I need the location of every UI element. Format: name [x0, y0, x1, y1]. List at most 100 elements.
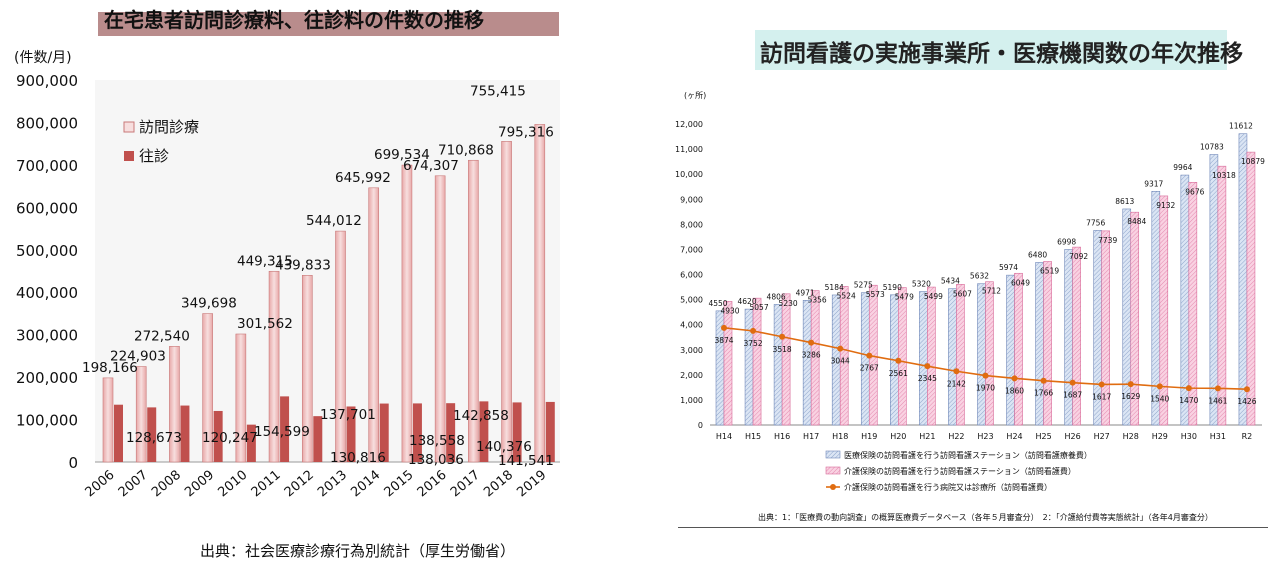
right-care-data-label: 9676: [1185, 187, 1204, 196]
right-medical-bar: [1035, 262, 1044, 426]
right-care-bar: [839, 286, 849, 426]
right-x-tick-label: H21: [919, 432, 935, 441]
right-hospital-point: [779, 333, 786, 340]
right-care-data-label: 6049: [1011, 278, 1030, 287]
right-care-data-label: 5712: [982, 287, 1001, 296]
left-house-bar: [114, 404, 123, 462]
right-medical-data-label: 5275: [854, 281, 873, 290]
left-chart-panel: 在宅患者訪問診療料、往診料の件数の推移 (件数/月) 0 100,000 200,00…: [0, 0, 640, 566]
right-care-data-label: 7092: [1069, 252, 1088, 261]
right-hospital-data-label: 3874: [714, 336, 733, 345]
left-x-tick-label: 2017: [448, 468, 483, 501]
right-medical-bar: [1151, 190, 1161, 426]
right-care-bar: [1188, 181, 1198, 426]
right-hospital-point: [1214, 385, 1221, 392]
right-x-tick-label: H18: [832, 432, 848, 441]
right-hospital-point: [721, 324, 727, 331]
left-chart-svg: (件数/月) 0 100,000 200,000 300,000 400,000 500,0…: [14, 50, 560, 501]
right-hospital-data-label: 1617: [1092, 392, 1111, 401]
left-x-tick-label: 2018: [481, 468, 516, 501]
right-hospital-data-label: 1687: [1063, 391, 1082, 400]
right-medical-bar: [744, 308, 754, 426]
left-house-bar: [446, 403, 456, 462]
left-visit-data-label: 301,562: [237, 316, 293, 332]
right-hospital-point: [953, 368, 960, 375]
right-care-data-label: 8484: [1127, 217, 1146, 226]
left-house-data-label: 138,558: [409, 433, 465, 449]
right-y-tick-label: 11,000: [675, 145, 703, 154]
right-hospital-data-label: 3518: [773, 345, 792, 354]
right-y-tick-label: 12,000: [675, 120, 703, 129]
right-hospital-point: [1127, 381, 1134, 388]
right-x-tick-label: H20: [890, 432, 906, 441]
right-care-data-label: 6519: [1040, 266, 1059, 275]
right-x-tick-label: H29: [1152, 432, 1168, 441]
right-care-bar: [985, 281, 994, 426]
right-y-tick-label: 2,000: [680, 371, 703, 380]
left-visit-data-label: 795,316: [498, 124, 554, 140]
left-legend-visit-label: 訪問診療: [139, 118, 199, 136]
left-x-tick-label: 2012: [282, 468, 317, 501]
right-hospital-data-label: 1629: [1121, 392, 1140, 401]
right-chart-panel: 訪問看護の実施事業所・医療機関数の年次推移 (ヶ所) 0 1,000 2,000 3,0…: [648, 0, 1288, 566]
right-medical-bar: [1238, 133, 1248, 426]
right-care-bar: [752, 297, 762, 426]
left-visit-bar: [335, 230, 346, 463]
left-x-tick-label: 2016: [415, 468, 450, 501]
right-care-bar: [898, 287, 907, 426]
right-y-tick-label: 10,000: [675, 170, 703, 179]
right-care-data-label: 10879: [1241, 157, 1265, 166]
right-chart-source: 出典：1：「医療費の動向調査」の概算医療費データベース（各年５月審査分） 2：「…: [758, 513, 1213, 522]
left-legend-visit-swatch: [123, 121, 135, 133]
right-legend-medical-swatch: [825, 450, 841, 459]
right-x-tick-label: H30: [1181, 432, 1197, 441]
right-hospital-point: [924, 363, 931, 370]
right-hospital-data-label: 1860: [1005, 386, 1024, 395]
right-legend-hospital-marker: [830, 484, 836, 490]
right-medical-data-label: 8613: [1115, 197, 1134, 206]
right-y-tick-label: 8,000: [680, 220, 703, 229]
right-care-data-label: 5499: [924, 292, 943, 301]
right-legend-medical-label: 医療保険の訪問看護を行う訪問看護ステーション（訪問看護療養費）: [844, 450, 1092, 460]
right-x-tick-label: H17: [803, 432, 819, 441]
right-hospital-data-label: 1766: [1034, 389, 1053, 398]
right-medical-data-label: 10783: [1200, 143, 1224, 152]
right-care-bar: [1159, 195, 1169, 426]
left-visit-bar: [102, 377, 114, 463]
left-y-tick-label: 300,000: [16, 327, 78, 345]
left-visit-bar: [468, 159, 479, 463]
left-y-tick-label: 400,000: [16, 284, 78, 302]
right-y-tick-label: 9,000: [680, 195, 703, 204]
left-visit-bar: [301, 275, 313, 463]
left-house-bar: [412, 403, 422, 462]
right-care-data-label: 5057: [750, 303, 769, 312]
left-visit-data-label: 645,992: [335, 170, 391, 186]
right-hospital-point: [866, 352, 873, 359]
left-y-tick-label: 900,000: [16, 72, 78, 90]
right-hospital-point: [837, 345, 844, 352]
right-medical-bar: [919, 291, 928, 426]
left-x-tick-label: 2010: [215, 468, 250, 501]
left-chart-source: 出典：社会医療診療行為別統計（厚生労働省）: [200, 542, 516, 560]
right-x-tick-label: H23: [977, 432, 993, 441]
right-hospital-data-label: 1426: [1237, 397, 1256, 406]
left-y-unit-label: (件数/月): [14, 50, 72, 66]
right-legend-care-label: 介護保険の訪問看護を行う訪問看護ステーション（訪問看護費）: [844, 466, 1076, 476]
right-care-data-label: 5573: [866, 290, 885, 299]
right-care-data-label: 10318: [1212, 171, 1236, 180]
right-x-tick-label: H16: [774, 432, 790, 441]
left-x-tick-label: 2019: [514, 468, 549, 501]
right-x-tick-label: H24: [1006, 432, 1022, 441]
right-y-tick-label: 4,000: [680, 321, 703, 330]
left-x-tick-label: 2011: [249, 468, 284, 501]
left-house-bar: [512, 402, 522, 462]
right-hospital-data-label: 1470: [1179, 396, 1198, 405]
left-visit-bar: [235, 333, 247, 463]
right-medical-data-label: 4550: [708, 299, 727, 308]
left-house-data-label: 141,541: [498, 453, 554, 469]
right-medical-data-label: 5184: [825, 283, 844, 292]
left-visit-bar: [501, 141, 512, 463]
right-x-tick-label: H27: [1094, 432, 1110, 441]
right-medical-data-label: 5320: [912, 280, 931, 289]
right-medical-data-label: 5974: [999, 263, 1018, 272]
